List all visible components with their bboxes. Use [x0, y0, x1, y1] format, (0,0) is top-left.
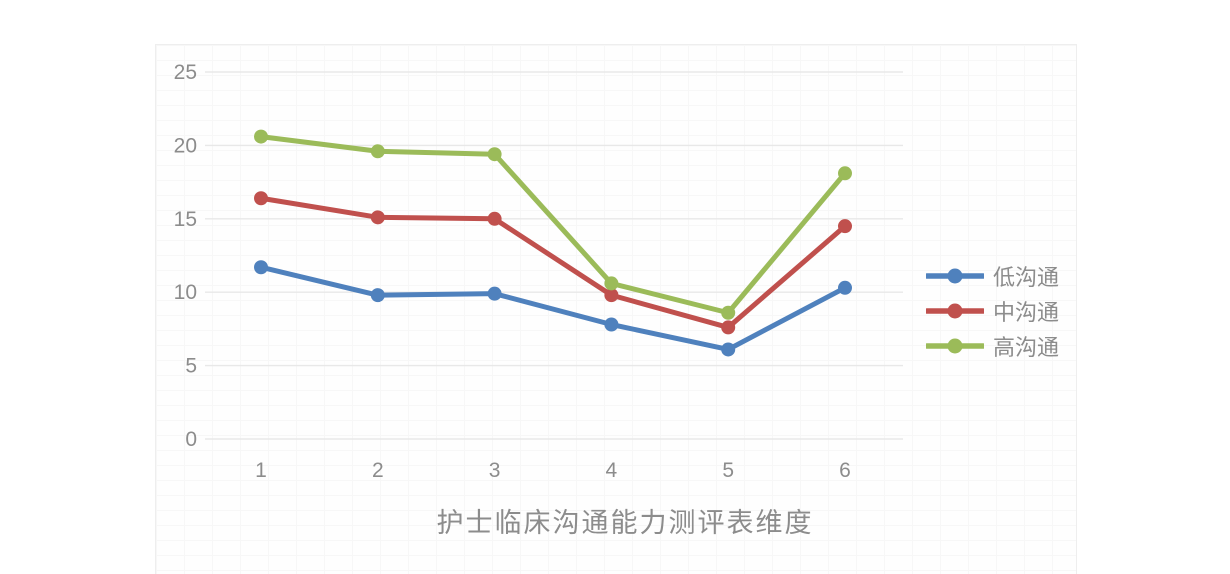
data-point-s0-x1 — [254, 260, 268, 275]
legend-item-high: 高沟通 — [926, 328, 1059, 363]
y-tick-label: 15 — [174, 208, 197, 231]
data-point-s2-x1 — [254, 129, 268, 144]
data-point-s0-x6 — [838, 280, 852, 295]
series-line-0 — [258, 264, 848, 352]
data-point-s0-x4 — [604, 317, 619, 332]
data-point-s0-x3 — [487, 286, 502, 301]
legend-marker-mid — [926, 303, 984, 318]
data-point-s0-x2 — [370, 288, 385, 303]
data-point-s1-x4 — [604, 288, 619, 303]
data-point-s1-x3 — [487, 211, 502, 226]
legend-label-high: 高沟通 — [993, 334, 1060, 360]
data-point-s1-x2 — [370, 210, 385, 225]
legend-marker-high — [926, 338, 984, 353]
x-axis-title: 护士临床沟通能力测评表维度 — [436, 508, 814, 538]
series-line-1 — [258, 195, 848, 330]
x-tick-label: 3 — [489, 459, 501, 482]
chart-panel — [155, 44, 1077, 574]
legend-label-low: 低沟通 — [993, 264, 1060, 290]
data-point-s2-x2 — [370, 144, 385, 159]
data-point-s2-x6 — [838, 166, 852, 181]
x-tick-label: 1 — [255, 459, 267, 482]
y-tick-label: 20 — [174, 134, 197, 157]
legend-item-low: 低沟通 — [926, 258, 1059, 293]
x-tick-label: 5 — [722, 459, 734, 482]
data-point-s2-x4 — [604, 276, 619, 291]
data-point-s1-x1 — [254, 191, 268, 206]
y-tick-label: 10 — [174, 281, 197, 304]
x-tick-label: 2 — [372, 459, 384, 482]
legend-marker-low — [926, 268, 984, 283]
data-point-s0-x5 — [721, 342, 736, 357]
legend-label-mid: 中沟通 — [993, 299, 1060, 325]
series-line-2 — [258, 134, 848, 316]
y-tick-label: 0 — [185, 428, 197, 451]
data-point-s1-x5 — [721, 320, 736, 335]
x-tick-label: 4 — [606, 459, 618, 482]
legend-item-mid: 中沟通 — [926, 293, 1059, 328]
data-point-s1-x6 — [838, 219, 852, 234]
data-point-s2-x3 — [487, 147, 502, 162]
y-tick-label: 5 — [185, 355, 197, 378]
x-tick-label: 6 — [839, 459, 851, 482]
chart-legend: 低沟通 中沟通 高沟通 — [926, 258, 1059, 363]
y-tick-label: 25 — [174, 61, 197, 84]
data-point-s2-x5 — [721, 305, 736, 320]
